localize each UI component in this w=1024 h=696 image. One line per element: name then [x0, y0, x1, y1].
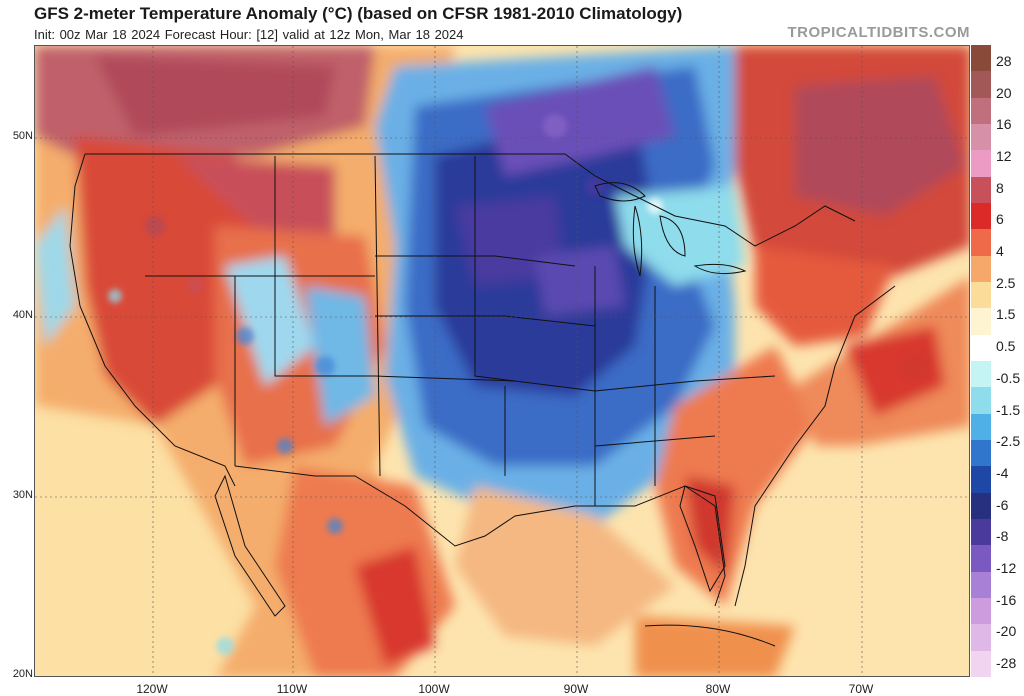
- map-title: GFS 2-meter Temperature Anomaly (°C) (ba…: [34, 4, 683, 23]
- colorbar-segment: [971, 361, 991, 388]
- lat-label-40n: 40N: [12, 309, 33, 321]
- colorbar-segment: [971, 492, 991, 520]
- colorbar-segment: [971, 45, 991, 72]
- colorbar-segment: [971, 282, 991, 309]
- colorbar-label: -2.5: [996, 433, 1021, 450]
- colorbar-label: -16: [996, 591, 1017, 608]
- colorbar-segment: [971, 334, 991, 362]
- forecast-info: Init: 00z Mar 18 2024 Forecast Hour: [12…: [34, 27, 464, 42]
- lon-label-80w: 80W: [705, 682, 731, 696]
- colorbar-label: -8: [996, 528, 1009, 545]
- colorbar-label: -20: [996, 623, 1017, 640]
- colorbar-segment: [971, 308, 991, 336]
- colorbar-label: -0.5: [996, 369, 1021, 386]
- colorbar-label: 20: [996, 84, 1012, 101]
- colorbar-segment: [971, 97, 991, 125]
- colorbar-label: 1.5: [996, 306, 1016, 323]
- colorbar-label: 12: [996, 148, 1012, 165]
- lat-label-20n: 20N: [12, 668, 33, 680]
- lat-label-50n: 50N: [12, 130, 33, 142]
- colorbar-segment: [971, 466, 991, 494]
- anomaly-map: [34, 45, 970, 677]
- colorbar-label: 8: [996, 179, 1004, 196]
- colorbar-segment: [971, 571, 991, 599]
- colorbar-label: 16: [996, 116, 1012, 133]
- colorbar-label: -28: [996, 655, 1017, 671]
- colorbar-label: 6: [996, 211, 1004, 228]
- site-brand[interactable]: TROPICALTIDBITS.COM: [787, 24, 970, 41]
- colorbar-segment: [971, 624, 991, 652]
- lon-label-90w: 90W: [563, 682, 589, 696]
- colorbar-segment: [971, 440, 991, 467]
- colorbar-label: -6: [996, 496, 1009, 513]
- colorbar-segment: [971, 124, 991, 151]
- colorbar-segment: [971, 519, 991, 546]
- lon-label-100w: 100W: [418, 682, 450, 696]
- colorbar-segment: [971, 229, 991, 257]
- colorbar-segment: [971, 255, 991, 283]
- colorbar-segment: [971, 413, 991, 441]
- colorbar-label: -1.5: [996, 401, 1021, 418]
- colorbar-segment: [971, 598, 991, 625]
- lon-label-70w: 70W: [848, 682, 874, 696]
- colorbar-label: 28: [996, 53, 1012, 69]
- colorbar: [971, 45, 991, 678]
- colorbar-segment: [971, 650, 991, 678]
- colorbar-label: 2.5: [996, 274, 1016, 291]
- lat-label-30n: 30N: [12, 489, 33, 501]
- colorbar-segment: [971, 545, 991, 573]
- anomaly-field: [35, 46, 969, 676]
- colorbar-segment: [971, 71, 991, 99]
- colorbar-segment: [971, 150, 991, 178]
- lon-label-110w: 110W: [276, 682, 308, 696]
- lon-label-120w: 120W: [136, 682, 168, 696]
- colorbar-label: -12: [996, 559, 1017, 576]
- colorbar-segment: [971, 203, 991, 230]
- colorbar-label: 0.5: [996, 338, 1016, 355]
- colorbar-segment: [971, 176, 991, 204]
- colorbar-segment: [971, 387, 991, 415]
- colorbar-label: -4: [996, 464, 1009, 481]
- colorbar-label: 4: [996, 243, 1004, 260]
